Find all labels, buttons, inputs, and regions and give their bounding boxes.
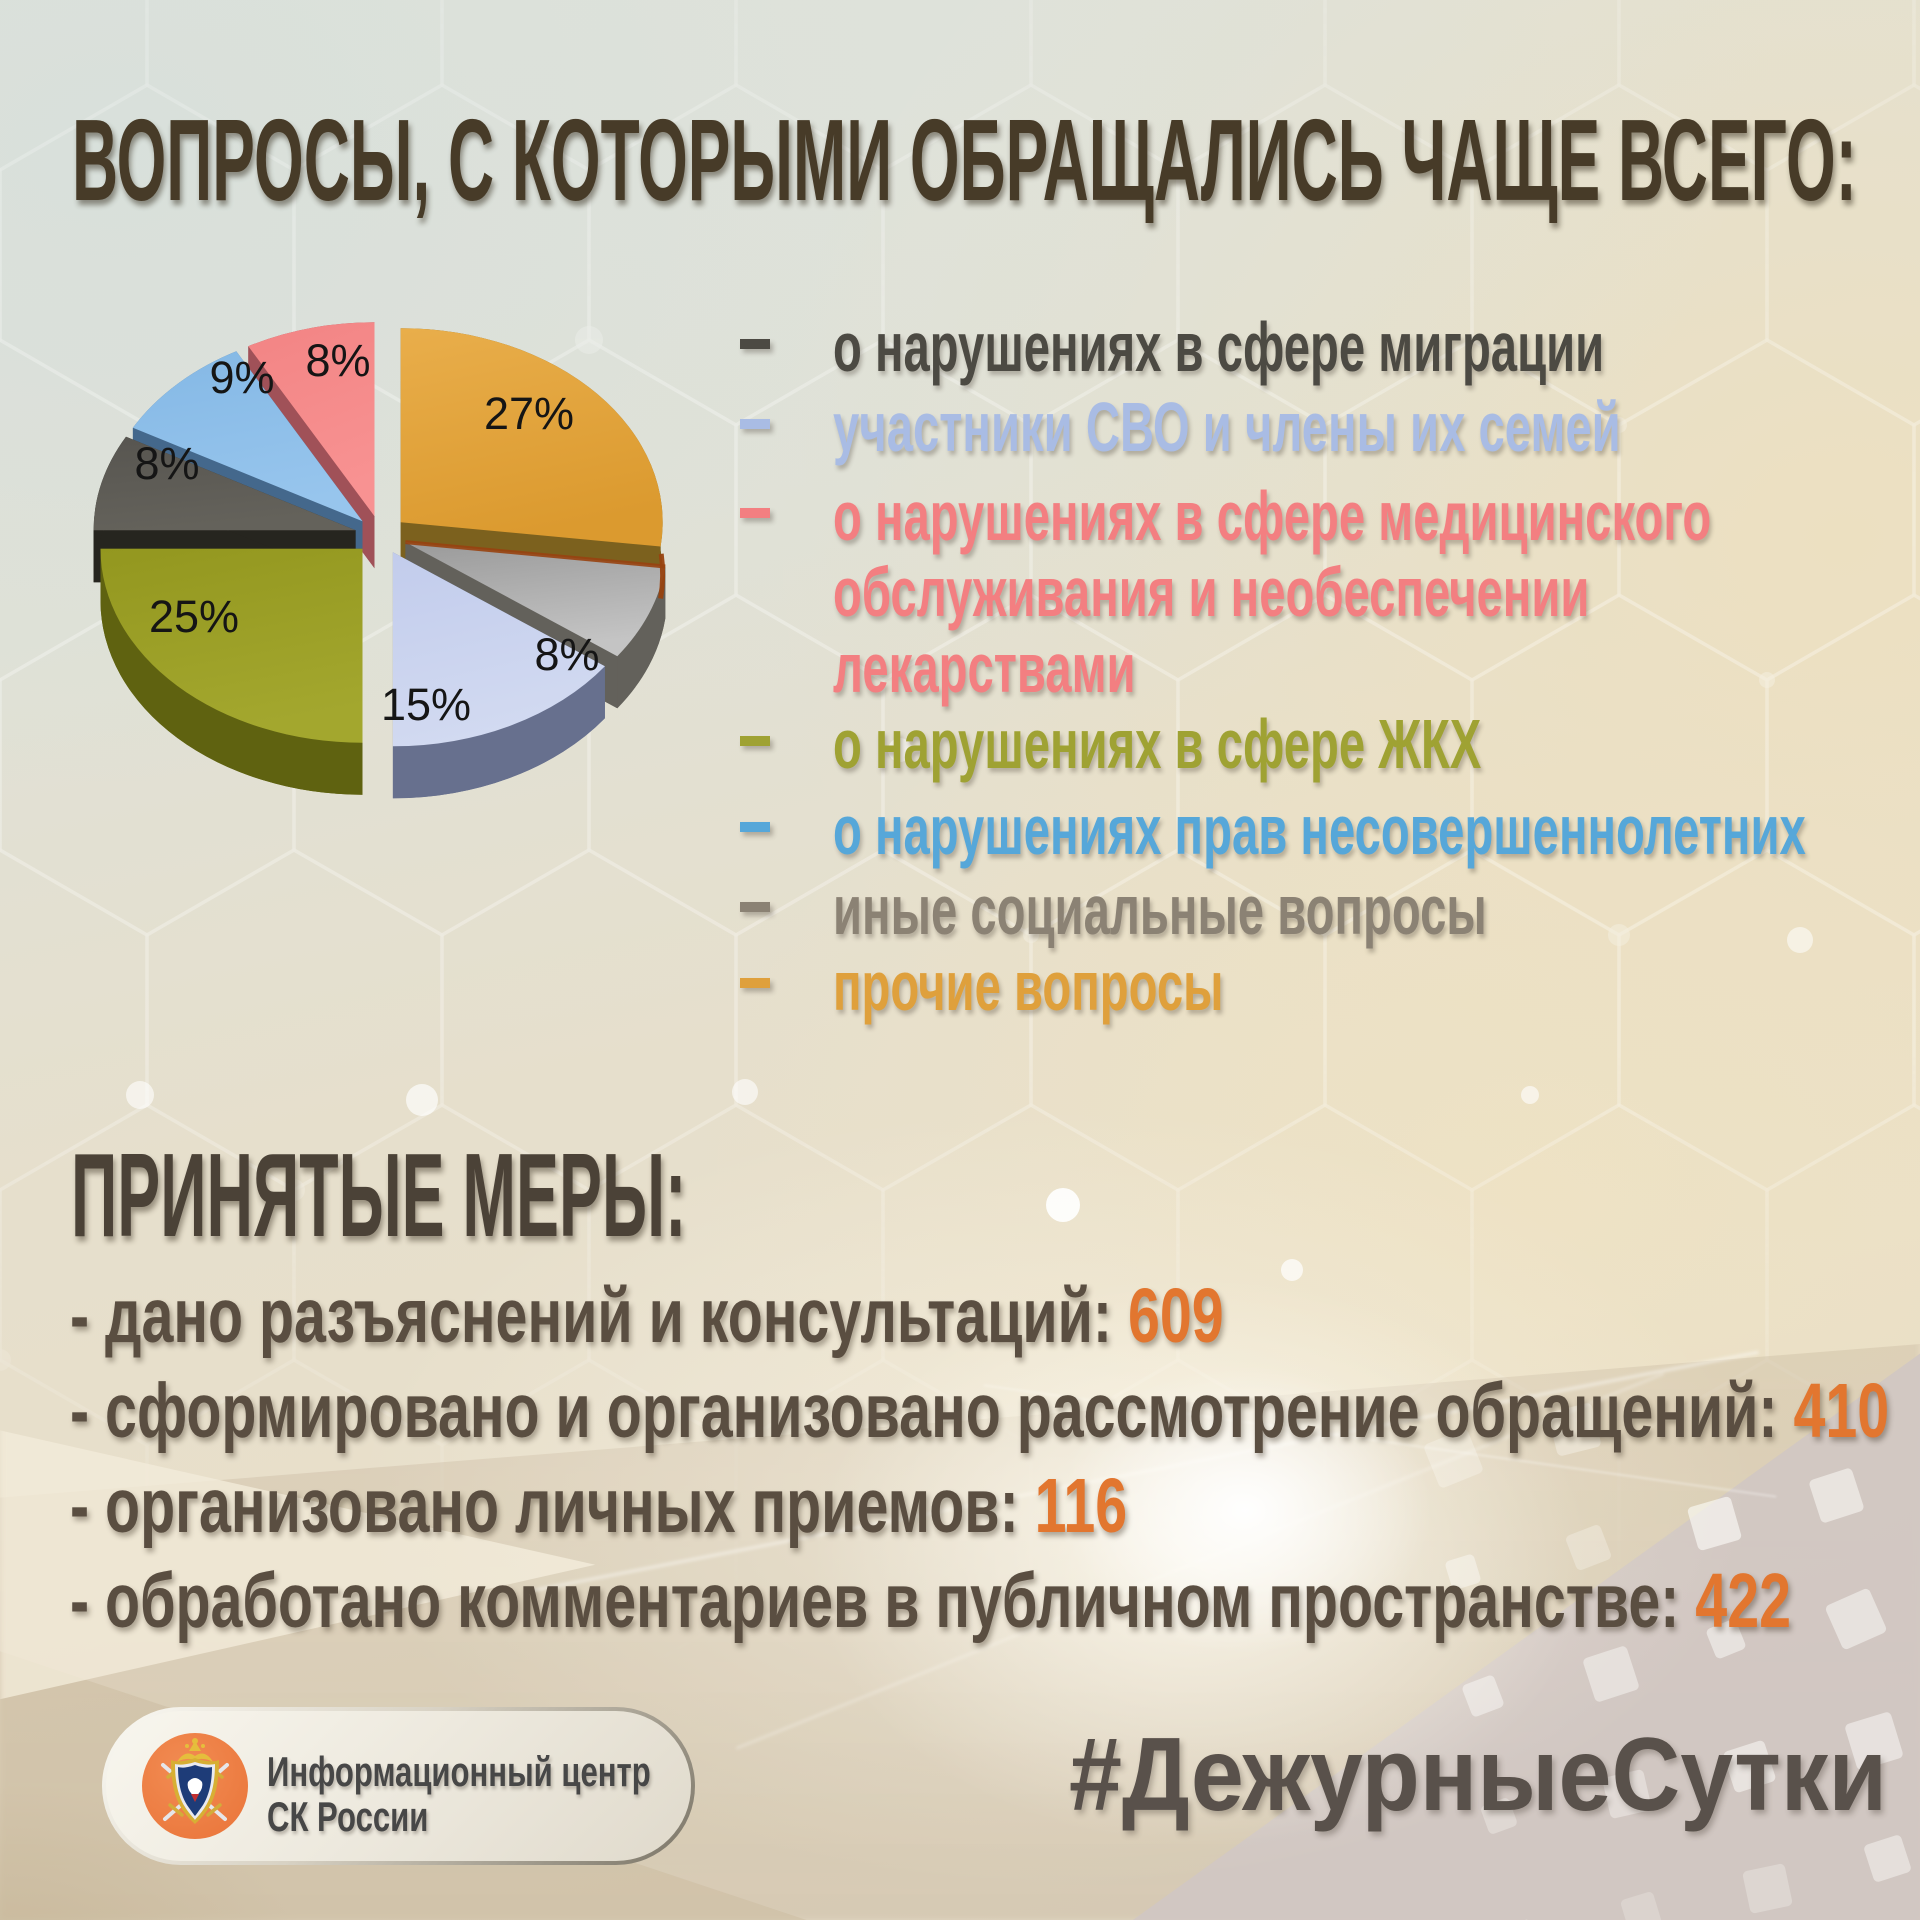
svg-text:8%: 8%: [534, 629, 599, 680]
svg-text:8%: 8%: [305, 335, 370, 386]
svg-text:27%: 27%: [484, 388, 574, 439]
svg-text:8%: 8%: [134, 438, 199, 489]
svg-text:9%: 9%: [209, 352, 274, 403]
svg-text:15%: 15%: [381, 679, 471, 730]
svg-text:25%: 25%: [149, 591, 239, 642]
